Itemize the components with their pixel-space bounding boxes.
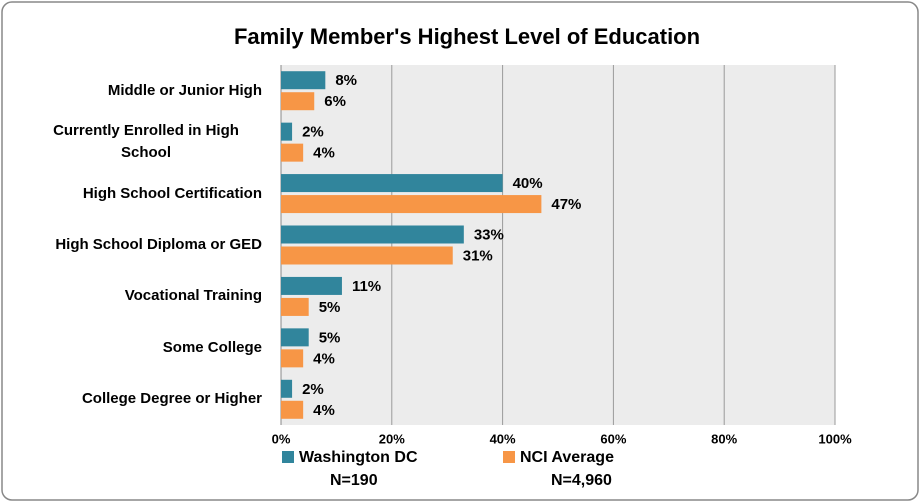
legend-note: N=4,960	[551, 472, 612, 489]
chart-title: Family Member's Highest Level of Educati…	[234, 24, 700, 49]
category-text: Some College	[162, 338, 262, 356]
category-text: College Degree or Higher	[81, 390, 262, 408]
plot-area	[281, 65, 835, 425]
bar	[281, 195, 542, 214]
category-text: High School Diploma or GED	[55, 236, 262, 253]
value-label: 4%	[313, 402, 335, 419]
x-tick-label: 60%	[600, 431, 626, 446]
value-label: 6%	[324, 93, 346, 110]
bar	[281, 92, 315, 111]
legend-label: Washington DC	[299, 449, 418, 466]
category-label: Middle or Junior High	[30, 80, 262, 102]
category-text: Vocational Training	[124, 287, 262, 305]
value-label: 2%	[302, 124, 324, 141]
category-text: Middle or Junior High	[107, 81, 262, 99]
x-tick-label: 20%	[379, 431, 405, 446]
x-tick-label: 80%	[711, 431, 737, 446]
bar	[281, 174, 503, 193]
value-label: 4%	[313, 145, 335, 162]
value-label: 31%	[463, 247, 493, 264]
value-label: 33%	[474, 226, 504, 243]
bar	[281, 297, 309, 316]
value-label: 5%	[319, 299, 341, 316]
category-label: Vocational Training	[30, 285, 262, 307]
bar	[281, 71, 326, 90]
category-label: Some College	[30, 337, 262, 359]
value-label: 5%	[319, 329, 341, 346]
bar	[281, 349, 304, 368]
value-label: 8%	[335, 72, 357, 89]
x-tick-label: 40%	[490, 431, 516, 446]
legend-swatch	[282, 451, 294, 463]
bar	[281, 143, 304, 162]
category-text: High School Certification	[82, 184, 262, 202]
bar	[281, 246, 453, 265]
category-label: College Degree or Higher	[30, 388, 262, 410]
bar	[281, 122, 293, 141]
value-label: 4%	[313, 350, 335, 367]
x-tick-label: 100%	[818, 431, 852, 446]
legend-note: N=190	[330, 472, 378, 489]
value-label: 40%	[513, 175, 543, 192]
legend-swatch	[503, 451, 515, 463]
category-label: High School Diploma or GED	[30, 234, 262, 256]
bar	[281, 400, 304, 419]
category-label: Currently Enrolled in High School	[30, 120, 262, 164]
bar	[281, 276, 342, 295]
category-text: Currently Enrolled in High School	[53, 122, 239, 162]
bar	[281, 379, 293, 398]
category-label: High School Certification	[30, 183, 262, 205]
value-label: 2%	[302, 381, 324, 398]
x-tick-label: 0%	[272, 431, 291, 446]
bar	[281, 225, 464, 244]
bar	[281, 328, 309, 347]
legend-label: NCI Average	[520, 449, 614, 466]
value-label: 47%	[551, 196, 581, 213]
value-label: 11%	[352, 278, 381, 295]
